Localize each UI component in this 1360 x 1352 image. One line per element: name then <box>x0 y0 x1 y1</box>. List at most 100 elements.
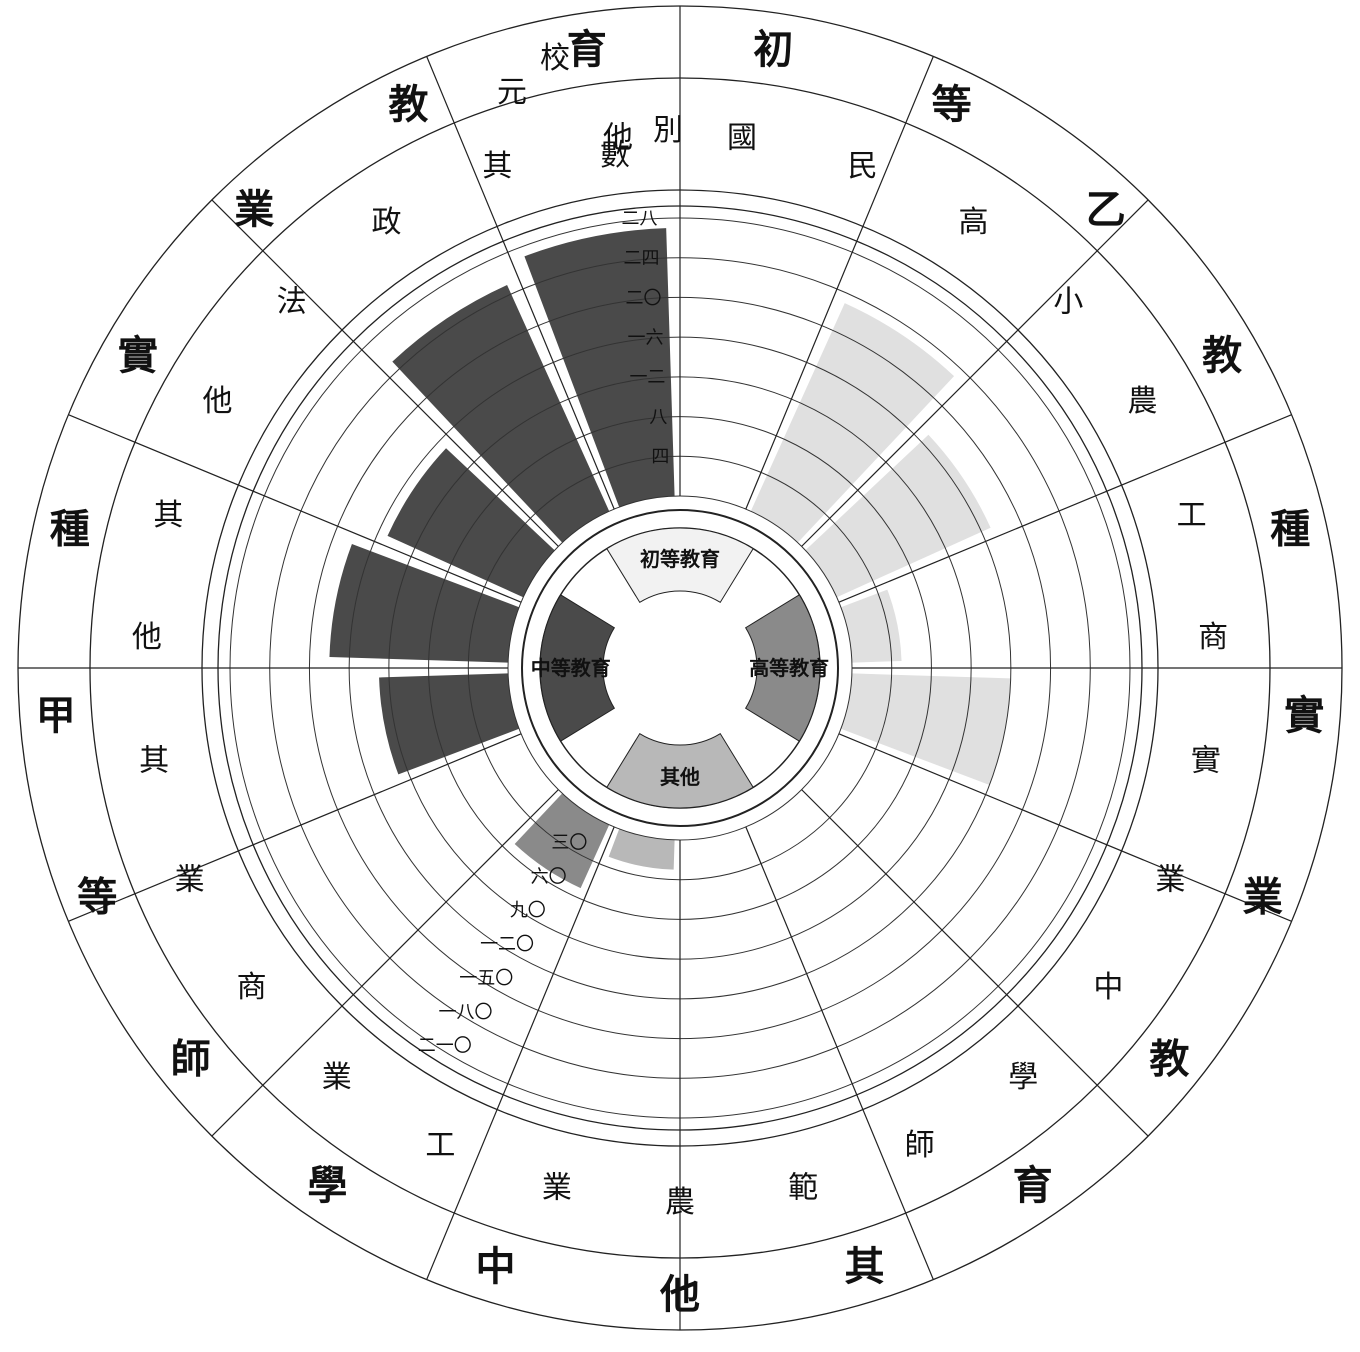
bar-2 <box>805 434 991 598</box>
chart-rays <box>18 6 1342 1330</box>
chart-corner: 校別 元數 <box>497 41 683 173</box>
outer-char-3: 教 <box>1202 332 1242 379</box>
outer-char-4: 種 <box>1270 506 1310 553</box>
mid-char-26: 他 <box>603 121 633 156</box>
mid-char-0: 國 <box>727 121 757 156</box>
mid-char-10: 學 <box>1008 1060 1038 1095</box>
mid-char-16: 業 <box>322 1060 352 1095</box>
outer-char-1: 等 <box>932 81 972 128</box>
outer-char-6: 業 <box>1243 874 1283 921</box>
tick-label-lower-2: 九〇 <box>510 900 546 921</box>
mid-char-12: 範 <box>788 1171 818 1206</box>
legend-qita-text: 其他 <box>660 765 700 789</box>
outer-char-17: 實 <box>118 332 158 379</box>
corner-right: 別 <box>653 113 683 148</box>
outer-char-8: 育 <box>1013 1162 1053 1209</box>
mid-char-18: 業 <box>175 863 205 898</box>
legend-zhongteng-shape <box>539 594 616 742</box>
ray-1 <box>745 56 934 510</box>
mid-char-2: 高 <box>958 205 988 240</box>
legend-qita-shape <box>606 732 754 809</box>
outer-char-0: 初 <box>753 26 793 73</box>
mid-char-17: 商 <box>237 970 267 1005</box>
tick-label-2: 一二 <box>629 367 665 388</box>
legend-chuteng-shape <box>606 527 754 604</box>
tick-label-lower-0: 三〇 <box>551 832 587 853</box>
ray-2 <box>801 199 1149 547</box>
ray-3 <box>838 414 1292 603</box>
ray-10 <box>211 789 559 1137</box>
outer-char-2: 乙 <box>1086 186 1126 233</box>
bar-15 <box>524 228 675 508</box>
outer-char-9: 其 <box>845 1243 885 1290</box>
bar-9 <box>514 793 610 889</box>
mid-char-9: 中 <box>1093 970 1123 1005</box>
corner-bottom: 數 <box>600 138 630 173</box>
mid-char-20: 他 <box>132 620 162 655</box>
chart-ticks: 四八 一二 一六 二〇 二四 二八 <box>622 209 670 468</box>
legend-zhongteng-text: 中等教育 <box>531 656 611 680</box>
tick-label-0: 四 <box>651 447 669 468</box>
bar-14 <box>392 285 610 543</box>
outer-char-14: 等 <box>77 874 117 921</box>
chart-labels: 初等乙教種實業教育其他中學師等甲種實業教育國民高小農工商實業中學師範農業工業商業… <box>36 26 1324 1318</box>
bar-3 <box>840 589 902 663</box>
bar-13 <box>387 448 555 598</box>
legend-gaoteng-text: 高等教育 <box>749 656 829 680</box>
bar-8 <box>608 828 675 870</box>
mid-char-15: 工 <box>425 1128 455 1163</box>
outer-char-13: 師 <box>171 1035 211 1082</box>
ray-9 <box>426 826 615 1280</box>
tick-label-6: 二八 <box>622 209 658 230</box>
mid-char-22: 他 <box>203 384 233 419</box>
tick-label-lower-5: 一八〇 <box>439 1002 493 1023</box>
ray-11 <box>68 733 522 922</box>
outer-char-10: 他 <box>659 1271 700 1318</box>
legend-chuteng-text: 初等教育 <box>640 547 720 571</box>
mid-char-11: 師 <box>905 1128 935 1163</box>
tick-label-lower-4: 一五〇 <box>459 968 513 989</box>
tick-label-lower-3: 一二〇 <box>480 934 534 955</box>
outer-char-19: 教 <box>388 81 428 128</box>
ray-6 <box>801 789 1149 1137</box>
bar-4 <box>840 673 1011 785</box>
tick-label-1: 八 <box>649 407 667 428</box>
outer-char-11: 中 <box>475 1243 515 1290</box>
bar-1 <box>750 303 955 543</box>
outer-char-5: 實 <box>1284 692 1324 739</box>
outer-char-15: 甲 <box>36 692 76 739</box>
ray-5 <box>838 733 1292 922</box>
mid-char-3: 小 <box>1053 285 1083 320</box>
mid-char-23: 法 <box>277 285 307 320</box>
corner-left: 元 <box>497 75 527 110</box>
mid-char-24: 政 <box>372 205 402 240</box>
outer-char-12: 學 <box>307 1162 347 1209</box>
ray-15 <box>426 56 615 510</box>
tick-label-5: 二四 <box>623 248 659 269</box>
tick-label-3: 一六 <box>627 328 663 349</box>
outer-char-7: 教 <box>1149 1035 1189 1082</box>
tick-label-4: 二〇 <box>625 288 661 309</box>
mid-char-13: 農 <box>665 1185 695 1220</box>
outer-char-20: 育 <box>567 26 607 73</box>
mid-char-5: 工 <box>1177 498 1207 533</box>
mid-char-4: 農 <box>1127 384 1157 419</box>
ray-14 <box>211 199 559 547</box>
bar-11 <box>379 673 520 775</box>
legend-gaoteng-shape <box>744 594 821 742</box>
tick-label-lower-6: 二一〇 <box>418 1036 472 1057</box>
mid-char-19: 其 <box>139 744 169 779</box>
corner-top: 校 <box>540 41 570 76</box>
mid-char-14: 業 <box>542 1171 572 1206</box>
bar-12 <box>329 544 520 663</box>
outer-char-16: 種 <box>50 506 90 553</box>
mid-char-8: 業 <box>1155 863 1185 898</box>
outer-char-18: 業 <box>234 186 274 233</box>
mid-char-21: 其 <box>153 498 183 533</box>
tick-label-lower-1: 六〇 <box>531 866 567 887</box>
mid-char-25: 其 <box>482 149 512 184</box>
